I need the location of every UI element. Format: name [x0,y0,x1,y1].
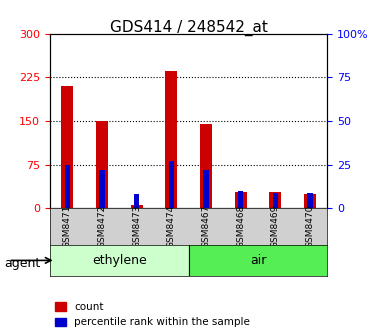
Bar [203,170,209,208]
Text: GSM8468: GSM8468 [236,205,245,249]
Bar [238,191,243,208]
Text: GSM8474: GSM8474 [167,205,176,248]
Text: GSM8472: GSM8472 [97,205,107,248]
Text: GSM8470: GSM8470 [305,205,315,249]
Bar [189,245,327,276]
Text: GDS414 / 248542_at: GDS414 / 248542_at [110,20,268,36]
Bar [234,192,247,208]
Text: ethylene: ethylene [92,254,147,267]
Bar [131,205,143,208]
Bar [169,161,174,208]
Bar [273,193,278,208]
Bar [96,121,108,208]
Bar [65,165,70,208]
Bar [304,194,316,208]
Bar [165,72,177,208]
Text: GSM8471: GSM8471 [63,205,72,249]
Text: GSM8467: GSM8467 [201,205,211,249]
Text: GSM8473: GSM8473 [132,205,141,249]
Bar [269,192,281,208]
Bar [134,194,139,208]
Text: GSM8469: GSM8469 [271,205,280,249]
Text: agent: agent [4,257,40,270]
Bar [200,124,212,208]
Bar [307,193,313,208]
Text: air: air [250,254,266,267]
Bar [61,86,74,208]
Bar [50,245,189,276]
Bar [99,170,105,208]
Legend: count, percentile rank within the sample: count, percentile rank within the sample [55,302,250,327]
